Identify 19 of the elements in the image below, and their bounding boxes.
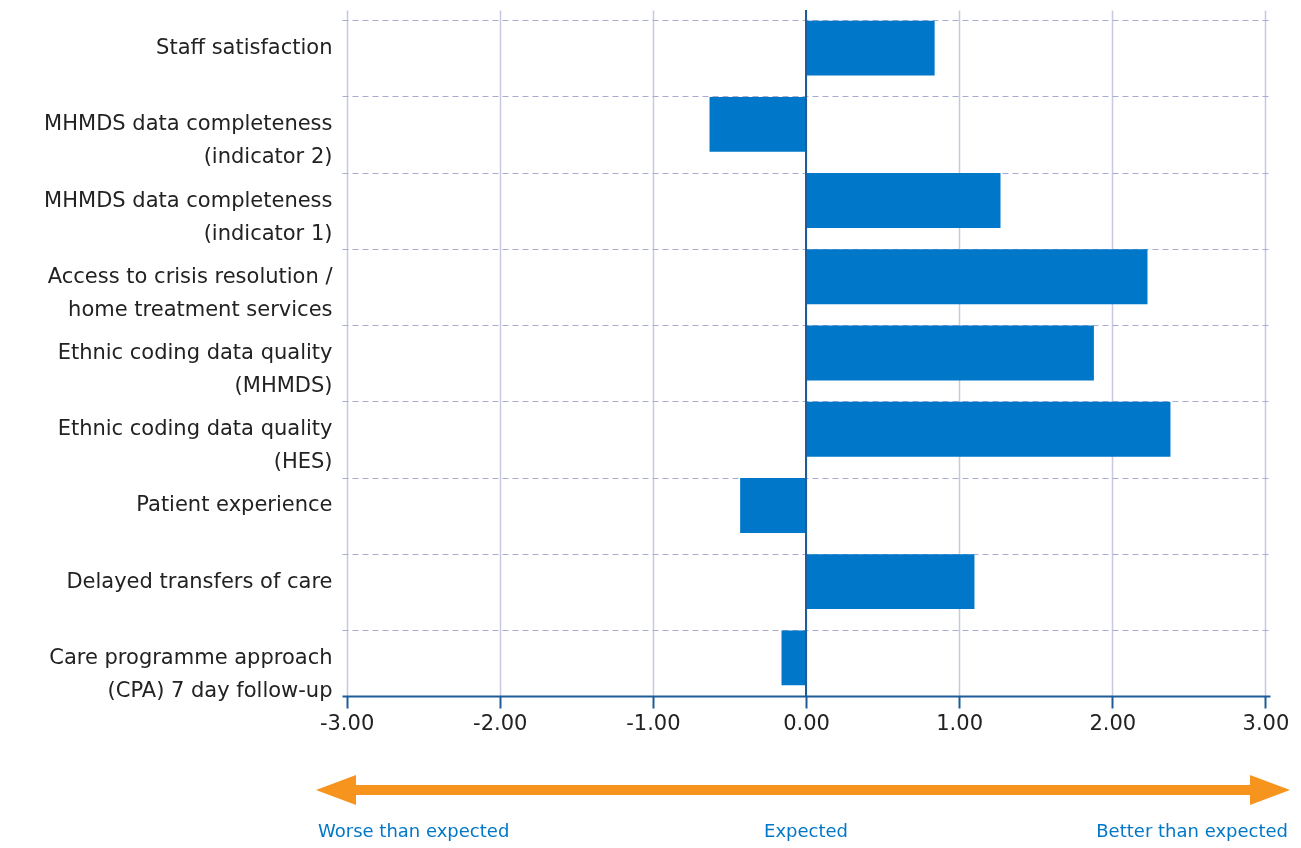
- y-tick-label: Staff satisfaction: [156, 35, 333, 60]
- x-tick-label: 3.00: [1242, 710, 1290, 735]
- x-tick-label: -2.00: [473, 710, 528, 735]
- text: Expected: [764, 820, 848, 841]
- y-tick-label: Ethnic coding data quality (HES): [57, 416, 333, 474]
- x-tick-label: 0.00: [783, 710, 830, 735]
- x-tick-label: 1.00: [936, 710, 984, 735]
- x-tick-label: 2.00: [1089, 710, 1137, 735]
- y-tick-label: MHMDS data completeness (indicator 1): [44, 187, 333, 245]
- y-tick-label: MHMDS data completeness (indicator 2): [44, 111, 333, 169]
- text: Better than expected: [1096, 820, 1288, 841]
- y-tick-label: Access to crisis resolution / home treatment services: [47, 263, 334, 321]
- text: Worse than expected: [318, 820, 510, 841]
- x-tick-label: -1.00: [626, 710, 681, 735]
- x-tick-label: -3.00: [319, 710, 375, 735]
- y-tick-label: Patient experience: [136, 492, 333, 517]
- y-tick-label: Ethnic coding data quality (MHMDS): [57, 340, 333, 397]
- y-tick-label: Delayed transfers of care: [66, 568, 333, 593]
- y-tick-label: Care programme approach (CPA) 7 day follow-up: [49, 644, 333, 702]
